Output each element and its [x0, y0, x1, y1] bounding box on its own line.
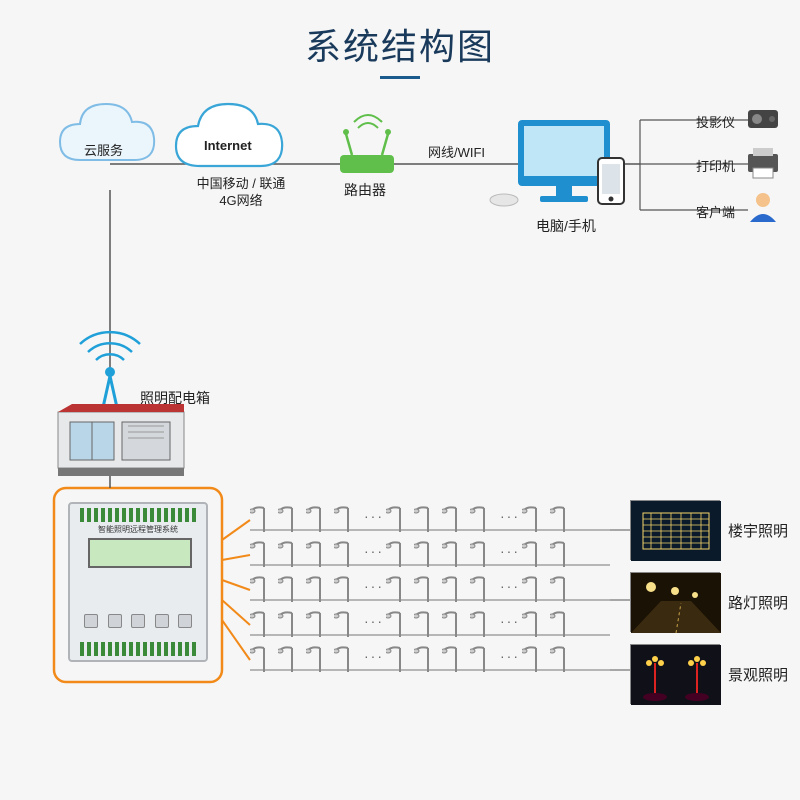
street-lamp-icon [386, 500, 414, 532]
street-lamp-icon [306, 570, 334, 602]
street-lamp-icon [470, 605, 498, 637]
lamp-row: ··· ··· [250, 500, 578, 537]
ellipsis: ··· [500, 613, 520, 629]
internet-label: Internet [204, 138, 252, 153]
controller-title: 智能照明远程管理系统 [70, 524, 206, 535]
street-lamp-icon [522, 500, 550, 532]
router-label: 路由器 [344, 180, 386, 200]
pc-phone-label: 电脑/手机 [536, 216, 596, 236]
street-lamp-icon [250, 500, 278, 532]
street-lamp-icon [334, 535, 362, 567]
street-lamp-icon [442, 570, 470, 602]
projector-icon [748, 110, 778, 128]
street-lamp-icon [386, 640, 414, 672]
ellipsis: ··· [364, 578, 384, 594]
street-lamp-icon [306, 535, 334, 567]
street-lighting-thumb [630, 572, 720, 632]
street-lamp-icon [470, 535, 498, 567]
street-lamp-icon [306, 640, 334, 672]
street-lamp-icon [386, 605, 414, 637]
distribution-box-icon [56, 404, 186, 478]
street-lamp-icon [414, 570, 442, 602]
ellipsis: ··· [500, 543, 520, 559]
client-icon [750, 193, 776, 222]
lamp-row: ··· ··· [250, 605, 578, 642]
landscape-lighting-thumb [630, 644, 720, 704]
ellipsis: ··· [364, 508, 384, 524]
lamp-row: ··· ··· [250, 535, 578, 572]
building-lighting-label: 楼宇照明 [728, 520, 788, 541]
street-lamp-icon [414, 500, 442, 532]
street-lamp-icon [334, 570, 362, 602]
printer-label: 打印机 [696, 156, 735, 175]
lamp-row: ··· ··· [250, 570, 578, 607]
ellipsis: ··· [364, 648, 384, 664]
street-lamp-icon [414, 605, 442, 637]
lamp-row: ··· ··· [250, 640, 578, 677]
street-lamp-icon [522, 570, 550, 602]
street-lamp-icon [470, 640, 498, 672]
ellipsis: ··· [364, 613, 384, 629]
street-lamp-icon [470, 570, 498, 602]
street-lamp-icon [442, 605, 470, 637]
street-lamp-icon [386, 535, 414, 567]
street-lamp-icon [278, 535, 306, 567]
ellipsis: ··· [500, 648, 520, 664]
street-lamp-icon [250, 535, 278, 567]
router-icon [340, 115, 394, 173]
street-lamp-icon [278, 605, 306, 637]
street-lamp-icon [522, 535, 550, 567]
street-lamp-icon [442, 500, 470, 532]
pc-phone-icon [490, 120, 624, 206]
street-lighting-label: 路灯照明 [728, 592, 788, 613]
building-lighting-thumb [630, 500, 720, 560]
controller-device: 智能照明远程管理系统 [68, 502, 208, 662]
ellipsis: ··· [364, 543, 384, 559]
street-lamp-icon [550, 640, 578, 672]
street-lamp-icon [522, 640, 550, 672]
street-lamp-icon [386, 570, 414, 602]
printer-icon [748, 148, 778, 178]
street-lamp-icon [550, 605, 578, 637]
cloud-service-label: 云服务 [84, 140, 123, 159]
street-lamp-icon [414, 535, 442, 567]
ellipsis: ··· [500, 578, 520, 594]
street-lamp-icon [414, 640, 442, 672]
street-lamp-icon [550, 570, 578, 602]
street-lamp-icon [334, 640, 362, 672]
street-lamp-icon [522, 605, 550, 637]
street-lamp-icon [334, 605, 362, 637]
landscape-lighting-label: 景观照明 [728, 664, 788, 685]
street-lamp-icon [250, 640, 278, 672]
street-lamp-icon [278, 500, 306, 532]
street-lamp-icon [442, 640, 470, 672]
street-lamp-icon [250, 570, 278, 602]
street-lamp-icon [550, 500, 578, 532]
street-lamp-icon [442, 535, 470, 567]
street-lamp-icon [250, 605, 278, 637]
street-lamp-icon [470, 500, 498, 532]
street-lamp-icon [306, 605, 334, 637]
internet-sublabel: 中国移动 / 联通 4G网络 [186, 176, 296, 210]
street-lamp-icon [278, 640, 306, 672]
wifi-link-label: 网线/WIFI [428, 142, 485, 161]
ellipsis: ··· [500, 508, 520, 524]
street-lamp-icon [334, 500, 362, 532]
client-label: 客户端 [696, 202, 735, 221]
internet-cloud-icon [176, 104, 282, 166]
street-lamp-icon [306, 500, 334, 532]
projector-label: 投影仪 [696, 112, 735, 131]
street-lamp-icon [550, 535, 578, 567]
street-lamp-icon [278, 570, 306, 602]
